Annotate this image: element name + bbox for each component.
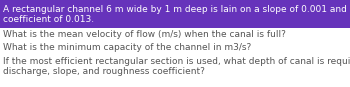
Text: coefficient of 0.013.: coefficient of 0.013. bbox=[3, 15, 94, 24]
Text: What is the minimum capacity of the channel in m3/s?: What is the minimum capacity of the chan… bbox=[3, 43, 251, 52]
Text: discharge, slope, and roughness coefficient?: discharge, slope, and roughness coeffici… bbox=[3, 67, 205, 76]
Text: What is the mean velocity of flow (m/s) when the canal is full?: What is the mean velocity of flow (m/s) … bbox=[3, 30, 286, 39]
Bar bbox=[0, 0, 350, 28]
Text: If the most efficient rectangular section is used, what depth of canal is requir: If the most efficient rectangular sectio… bbox=[3, 57, 350, 66]
Text: A rectangular channel 6 m wide by 1 m deep is lain on a slope of 0.001 and has a: A rectangular channel 6 m wide by 1 m de… bbox=[3, 5, 350, 14]
